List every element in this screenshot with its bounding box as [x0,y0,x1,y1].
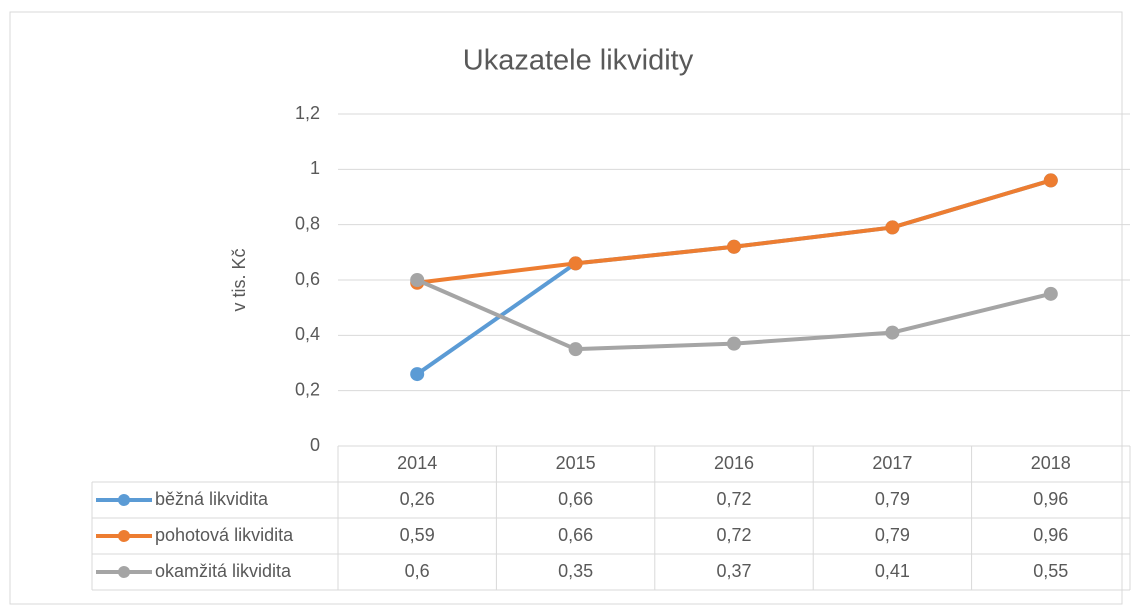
table-value: 0,35 [558,561,593,581]
legend-label: běžná likvidita [155,489,269,509]
data-point [568,342,583,357]
y-tick-label: 0 [310,435,320,455]
x-tick-label: 2016 [714,453,754,473]
y-tick-label: 0,6 [295,269,320,289]
y-tick-label: 0,2 [295,379,320,399]
table-value: 0,96 [1033,489,1068,509]
table-value: 0,26 [400,489,435,509]
x-tick-label: 2014 [397,453,437,473]
legend-marker [118,566,130,578]
table-value: 0,55 [1033,561,1068,581]
y-axis-label: v tis. Kč [229,248,249,311]
data-point [410,273,425,287]
y-tick-label: 0,4 [295,324,320,344]
legend-label: okamžitá likvidita [155,561,292,581]
table-value: 0,96 [1033,525,1068,545]
legend-marker [118,530,130,542]
y-tick-label: 0,8 [295,213,320,233]
table-value: 0,37 [716,561,751,581]
y-tick-label: 1 [310,158,320,178]
chart-title: Ukazatele likvidity [463,45,694,77]
table-value: 0,6 [405,561,430,581]
data-point [727,336,741,351]
data-point [885,220,900,235]
table-value: 0,72 [716,489,751,509]
legend-marker [118,494,130,506]
data-point [568,256,583,271]
table-value: 0,59 [400,525,435,545]
y-tick-label: 1,2 [295,103,320,123]
table-value: 0,72 [716,525,751,545]
data-point [885,325,900,340]
table-value: 0,66 [558,489,593,509]
table-value: 0,41 [875,561,910,581]
table-value: 0,79 [875,489,910,509]
x-tick-label: 2015 [556,453,596,473]
data-point [727,239,741,254]
data-point [1043,286,1058,301]
table-value: 0,66 [558,525,593,545]
legend-label: pohotová likvidita [155,525,294,545]
chart-frame [9,11,1123,605]
x-tick-label: 2018 [1031,453,1071,473]
data-point [410,367,425,382]
x-tick-label: 2017 [872,453,912,473]
table-value: 0,79 [875,525,910,545]
data-point [1043,173,1058,188]
